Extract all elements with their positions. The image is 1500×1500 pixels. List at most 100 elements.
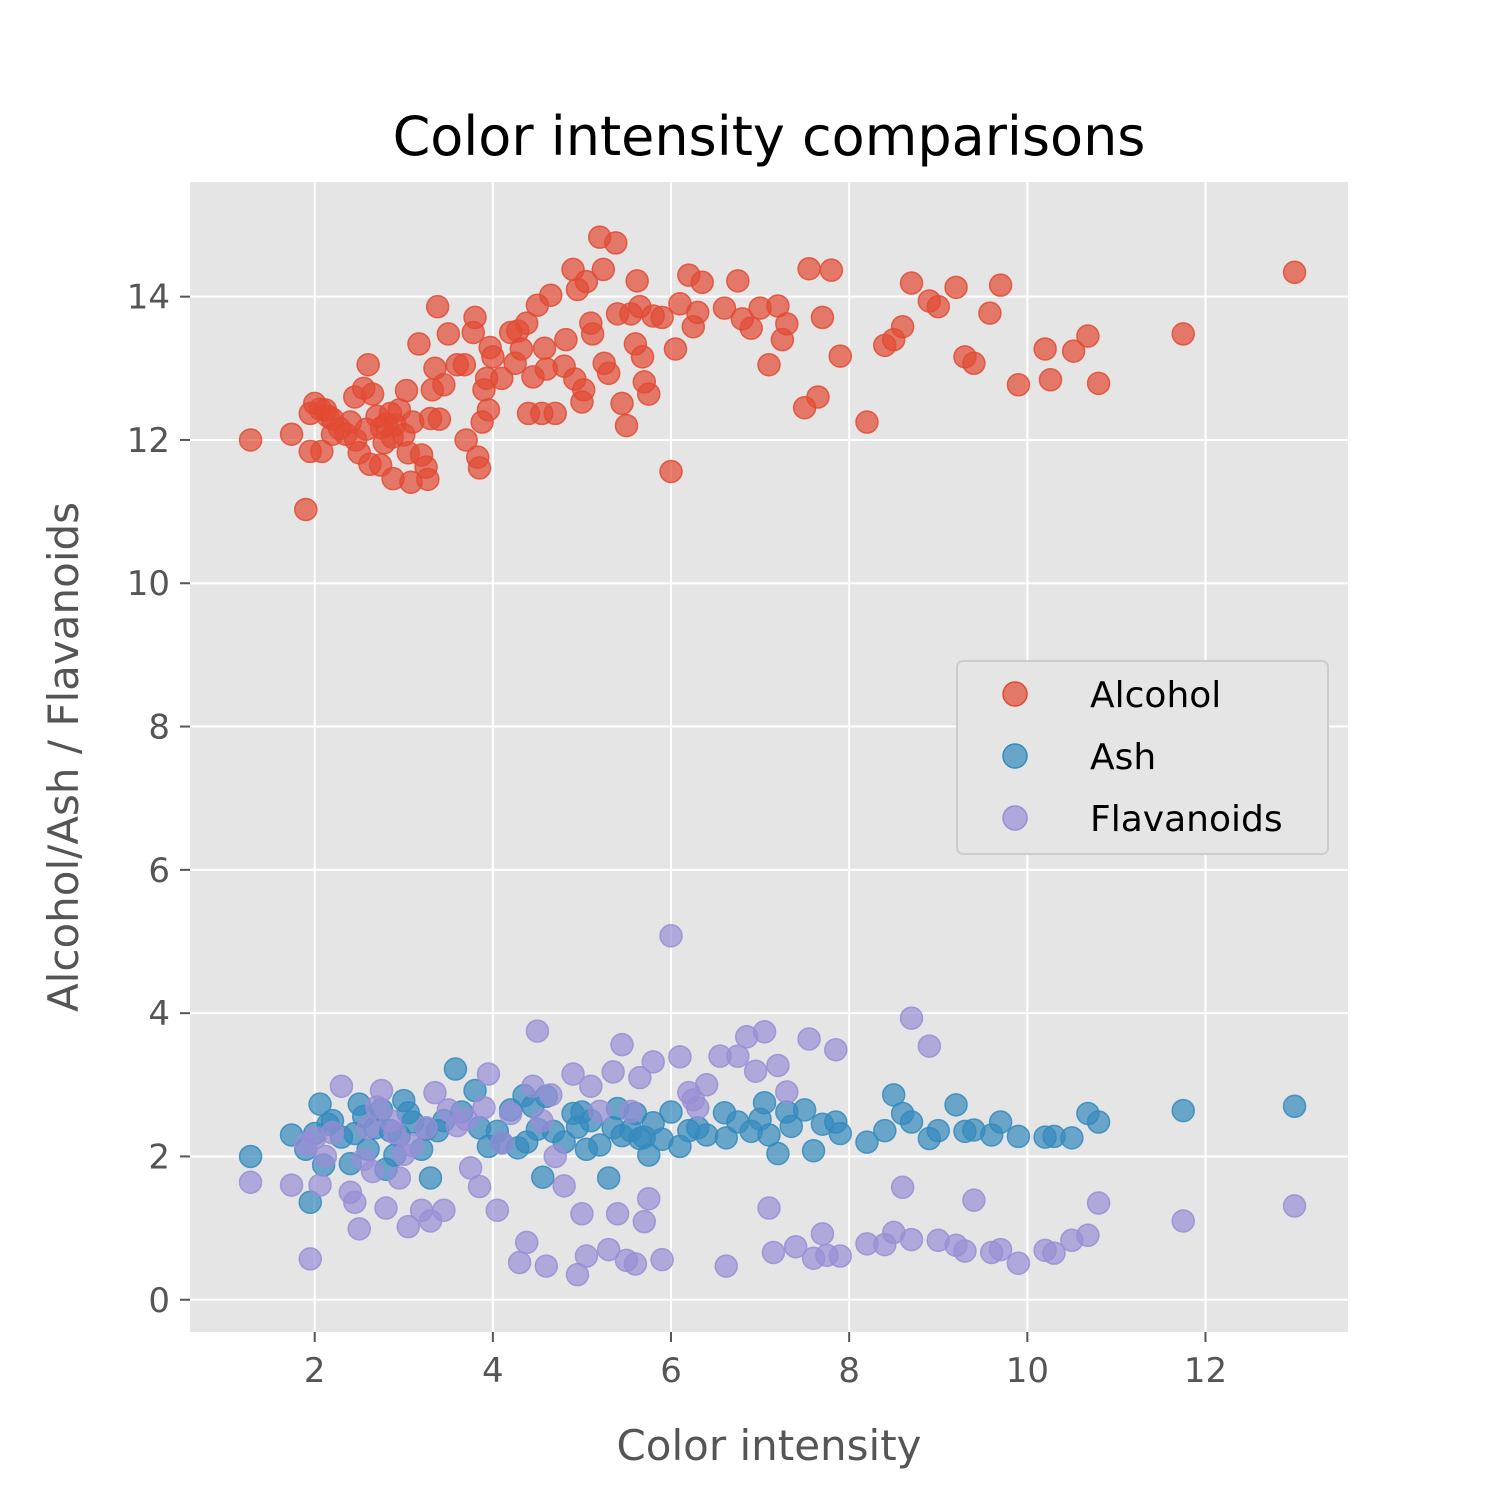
alcohol-point xyxy=(978,301,1002,325)
alcohol-point xyxy=(574,269,599,294)
alcohol-point xyxy=(1061,339,1086,363)
ash-point xyxy=(792,1098,817,1122)
flavanoids-point xyxy=(824,1037,848,1062)
y-axis-label: Alcohol/Ash / Flavanoids xyxy=(39,502,88,1012)
flavanoids-point xyxy=(498,1101,523,1126)
ash-point xyxy=(418,1166,443,1190)
flavanoids-point xyxy=(454,1107,478,1131)
alcohol-point xyxy=(279,422,304,446)
alcohol-point xyxy=(1033,337,1057,361)
alcohol-point xyxy=(436,322,461,346)
flavanoids-point xyxy=(962,1188,986,1212)
flavanoids-point xyxy=(552,1174,576,1198)
legend-label-alcohol: Alcohol xyxy=(1090,675,1221,716)
flavanoids-point xyxy=(1086,1191,1111,1215)
alcohol-point xyxy=(1171,322,1195,346)
flavanoids-point xyxy=(619,1099,643,1124)
alcohol-point xyxy=(944,275,968,300)
alcohol-point xyxy=(591,257,616,282)
ash-point xyxy=(779,1114,804,1139)
flavanoids-point xyxy=(579,1074,603,1098)
alcohol-point xyxy=(596,361,621,386)
y-tick-label: 12 xyxy=(127,421,170,461)
alcohol-point xyxy=(394,378,419,403)
alcohol-point xyxy=(1076,324,1100,348)
legend: Alcohol Ash Flavanoids xyxy=(956,660,1329,855)
flavanoids-point xyxy=(472,1095,496,1120)
chart-title: Color intensity comparisons xyxy=(393,105,1146,168)
flavanoids-point xyxy=(890,1175,915,1200)
x-tick-label: 6 xyxy=(660,1351,682,1391)
alcohol-point xyxy=(1038,368,1063,392)
flavanoids-point xyxy=(329,1074,354,1098)
flavanoids-point xyxy=(917,1034,942,1058)
alcohol-point xyxy=(899,271,924,295)
alcohol-point xyxy=(855,410,879,434)
alcohol-point xyxy=(571,378,596,402)
ash-point xyxy=(714,1126,738,1150)
flavanoids-point xyxy=(343,1190,367,1215)
flavanoids-point xyxy=(570,1202,594,1226)
alcohol-point xyxy=(532,336,557,360)
flavanoids-point xyxy=(953,1239,977,1263)
alcohol-point xyxy=(425,294,450,319)
flavanoids-point xyxy=(601,1060,625,1084)
alcohol-point xyxy=(726,269,750,293)
ash-point xyxy=(944,1093,968,1117)
alcohol-point xyxy=(356,352,380,377)
flavanoids-point xyxy=(238,1170,263,1194)
alcohol-point xyxy=(360,382,385,406)
alcohol-point xyxy=(1086,371,1111,396)
alcohol-point xyxy=(407,332,431,356)
axis-ticks: 2 4 6 8 10 12 0 2 4 6 8 10 12 14 xyxy=(127,278,1227,1391)
alcohol-point xyxy=(514,311,539,335)
alcohol-point xyxy=(604,231,628,255)
flavanoids-point xyxy=(588,1099,612,1124)
flavanoids-point xyxy=(313,1144,338,1169)
flavanoids-point xyxy=(810,1222,835,1246)
flavanoids-point xyxy=(360,1159,385,1184)
flavanoids-point xyxy=(610,1032,634,1057)
alcohol-point xyxy=(580,322,605,346)
alcohol-point xyxy=(806,385,830,409)
flavanoids-point xyxy=(632,1209,657,1234)
alcohol-point xyxy=(926,294,950,319)
flavanoids-point xyxy=(668,1045,692,1069)
y-tick-label: 8 xyxy=(148,708,170,748)
flavanoids-point xyxy=(514,1230,539,1255)
y-tick-label: 14 xyxy=(127,278,170,318)
alcohol-point xyxy=(509,337,534,361)
alcohol-point xyxy=(962,351,986,376)
flavanoids-point xyxy=(899,1006,924,1030)
x-tick-label: 12 xyxy=(1184,1351,1227,1391)
legend-marker-flavanoids xyxy=(1002,805,1028,831)
alcohol-point xyxy=(454,428,478,452)
ash-point xyxy=(828,1121,853,1146)
flavanoids-point xyxy=(574,1244,599,1268)
alcohol-point xyxy=(294,497,318,522)
alcohol-point xyxy=(452,352,477,377)
ash-point xyxy=(530,1165,555,1189)
flavanoids-point xyxy=(757,1196,781,1220)
ash-point xyxy=(1060,1126,1084,1150)
flavanoids-point xyxy=(279,1173,304,1197)
alcohol-point xyxy=(539,283,563,307)
flavanoids-point xyxy=(752,1020,777,1044)
flavanoids-point xyxy=(308,1173,332,1197)
flavanoids-point xyxy=(685,1095,710,1120)
x-tick-label: 8 xyxy=(838,1351,860,1391)
flavanoids-point xyxy=(623,1252,648,1276)
alcohol-point xyxy=(988,273,1013,297)
x-tick-label: 4 xyxy=(482,1351,504,1391)
flavanoids-point xyxy=(694,1073,719,1097)
flavanoids-point xyxy=(320,1121,345,1145)
flavanoids-point xyxy=(775,1080,799,1104)
flavanoids-point xyxy=(383,1121,407,1145)
flavanoids-point xyxy=(828,1244,853,1268)
ash-point xyxy=(443,1057,468,1081)
ash-point xyxy=(899,1110,924,1134)
ash-point xyxy=(766,1141,790,1166)
ash-point xyxy=(926,1118,950,1143)
alcohol-point xyxy=(554,327,578,352)
x-axis-label: Color intensity xyxy=(616,1421,921,1470)
